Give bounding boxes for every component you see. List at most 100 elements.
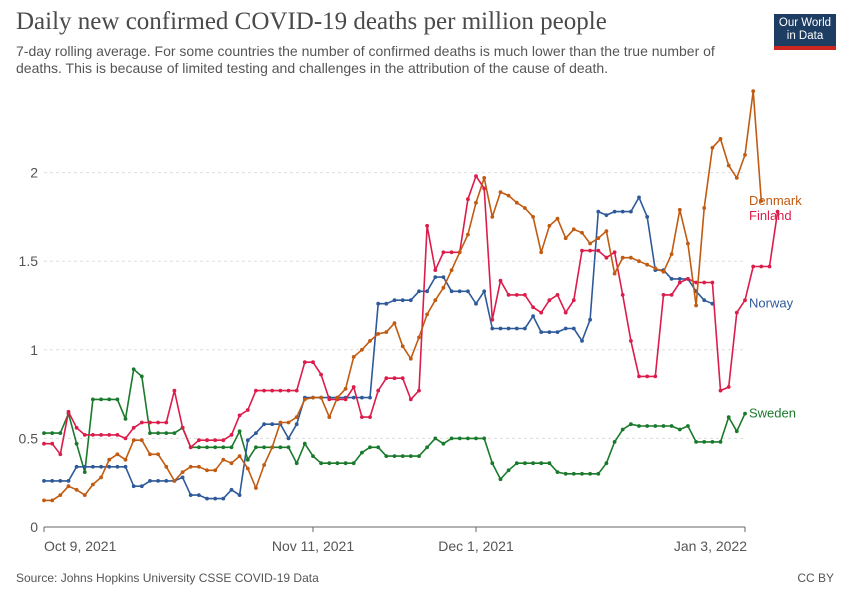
data-point-denmark [384, 330, 389, 334]
data-point-finland [254, 388, 258, 393]
data-point-sweden [237, 429, 242, 434]
data-point-denmark [514, 200, 519, 205]
data-point-sweden [115, 397, 120, 402]
data-point-finland [245, 408, 250, 412]
data-point-finland [514, 293, 519, 297]
data-point-denmark [441, 285, 446, 290]
data-point-norway [400, 298, 405, 303]
data-point-denmark [262, 463, 266, 467]
data-point-denmark [661, 269, 666, 274]
data-point-norway [270, 422, 275, 427]
data-point-denmark [759, 199, 764, 203]
data-point-norway [245, 438, 250, 443]
data-point-denmark [392, 321, 397, 326]
data-point-denmark [629, 255, 633, 260]
data-point-finland [50, 441, 55, 446]
data-point-denmark [66, 484, 71, 489]
data-point-finland [294, 388, 299, 393]
data-point-sweden [449, 436, 454, 441]
data-point-norway [433, 275, 438, 279]
data-point-sweden [42, 431, 46, 435]
license-label[interactable]: CC BY [797, 571, 834, 585]
data-point-finland [139, 420, 144, 425]
data-point-norway [620, 209, 625, 214]
data-point-finland [107, 433, 112, 437]
data-point-finland [278, 388, 283, 393]
data-point-norway [58, 479, 63, 483]
data-point-denmark [311, 395, 315, 400]
data-point-finland [82, 433, 87, 437]
data-point-norway [531, 314, 535, 318]
data-point-sweden [50, 431, 55, 435]
series-label-denmark: Denmark [749, 193, 802, 208]
data-point-finland [596, 248, 601, 253]
data-point-sweden [156, 431, 161, 435]
data-point-finland [270, 388, 275, 393]
data-point-norway [482, 289, 487, 294]
data-point-finland [417, 388, 421, 393]
data-point-sweden [368, 445, 372, 450]
owid-logo[interactable]: Our World in Data [774, 14, 836, 50]
data-point-denmark [694, 303, 698, 308]
data-point-norway [498, 326, 503, 331]
data-point-norway [286, 436, 291, 441]
data-point-denmark [531, 215, 535, 219]
data-point-denmark [278, 420, 283, 425]
series-line-sweden [44, 368, 746, 481]
data-point-sweden [425, 445, 429, 450]
data-point-norway [107, 464, 112, 469]
data-point-denmark [164, 464, 169, 469]
data-point-denmark [376, 332, 381, 336]
data-point-finland [661, 293, 666, 297]
data-point-finland [180, 425, 185, 430]
data-point-norway [702, 298, 707, 303]
data-point-sweden [474, 436, 478, 441]
data-point-norway [441, 275, 446, 279]
data-point-denmark [734, 176, 739, 180]
data-point-norway [466, 289, 470, 294]
data-point-sweden [99, 397, 103, 402]
data-point-sweden [262, 445, 266, 450]
data-point-norway [563, 326, 568, 331]
data-point-sweden [164, 431, 169, 435]
data-point-finland [775, 209, 780, 214]
data-point-denmark [449, 268, 454, 272]
data-point-denmark [751, 89, 756, 93]
series-label-sweden: Sweden [749, 406, 796, 421]
data-point-sweden [351, 461, 356, 466]
data-point-finland [360, 415, 364, 419]
data-point-sweden [148, 431, 152, 435]
data-point-sweden [498, 477, 503, 482]
data-point-denmark [148, 452, 152, 457]
data-point-norway [74, 464, 79, 469]
data-point-norway [197, 493, 201, 497]
data-point-norway [425, 289, 429, 294]
data-point-sweden [743, 411, 747, 416]
data-point-finland [604, 255, 609, 260]
data-point-denmark [620, 255, 625, 260]
data-point-denmark [302, 397, 307, 402]
y-tick-label: 1 [30, 342, 38, 358]
series-label-finland: Finland [749, 208, 792, 223]
data-point-denmark [107, 457, 112, 462]
data-point-norway [580, 339, 584, 343]
data-point-sweden [588, 471, 592, 476]
data-point-finland [376, 388, 381, 393]
data-point-finland [734, 310, 739, 315]
data-point-denmark [669, 252, 674, 256]
data-point-denmark [50, 498, 55, 503]
data-point-norway [139, 484, 144, 489]
data-point-sweden [327, 461, 332, 466]
data-point-denmark [604, 229, 609, 234]
data-point-norway [148, 479, 152, 483]
data-point-finland [42, 441, 46, 446]
data-point-norway [588, 317, 592, 322]
data-point-finland [229, 433, 234, 437]
data-point-denmark [474, 200, 478, 205]
data-point-denmark [42, 498, 46, 503]
data-point-finland [425, 223, 429, 228]
data-point-finland [115, 433, 120, 437]
data-point-denmark [294, 415, 299, 419]
data-point-finland [653, 374, 658, 379]
